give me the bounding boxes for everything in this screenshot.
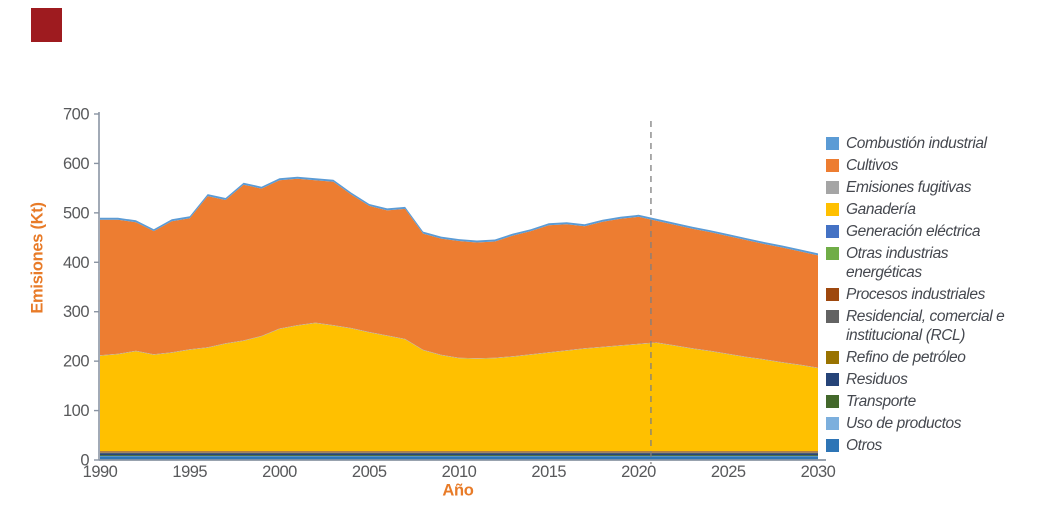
y-tick-label: 200: [63, 353, 89, 371]
legend-swatch: [826, 247, 839, 260]
legend-swatch: [826, 351, 839, 364]
x-tick-label: 2010: [442, 463, 477, 481]
legend-item: Emisiones fugitivas: [826, 178, 1034, 197]
legend-item: Combustión industrial: [826, 134, 1034, 153]
x-tick-label: 2000: [262, 463, 297, 481]
legend-label: Emisiones fugitivas: [846, 179, 972, 196]
legend-label: Cultivos: [846, 157, 898, 174]
x-tick-label: 2015: [531, 463, 566, 481]
legend-item: Generación eléctrica: [826, 222, 1034, 241]
legend-swatch: [826, 288, 839, 301]
area-series-emisiones-fugitivas: [100, 322, 818, 369]
y-tick-label: 100: [63, 402, 89, 420]
x-tick-label: 2020: [621, 463, 656, 481]
legend-item: Residuos: [826, 370, 1034, 389]
legend-label: Transporte: [846, 393, 916, 410]
chart-legend: Combustión industrial Cultivos Emisiones f…: [826, 134, 1034, 458]
legend-label: Generación eléctrica: [846, 223, 981, 240]
y-tick-label: 0: [80, 452, 89, 470]
area-series-transporte: [100, 455, 818, 456]
y-axis-title: Emisiones (Kt): [28, 202, 47, 314]
legend-swatch: [826, 203, 839, 216]
legend-label: Otros: [846, 437, 882, 454]
y-tick-label: 500: [63, 204, 89, 222]
red-corner-mark: [31, 8, 62, 42]
legend-item: Procesos industriales: [826, 285, 1034, 304]
legend-item: Cultivos: [826, 156, 1034, 175]
legend-swatch: [826, 373, 839, 386]
legend-label: Ganadería: [846, 201, 916, 218]
legend-label: Residencial, comercial e institucional (…: [846, 308, 1005, 344]
legend-item: Otros: [826, 436, 1034, 455]
y-tick-label: 400: [63, 254, 89, 272]
legend-label: Refino de petróleo: [846, 349, 966, 366]
area-series-procesos-industriales: [100, 451, 818, 453]
legend-label: Procesos industriales: [846, 286, 985, 303]
legend-label: Uso de productos: [846, 415, 962, 432]
legend-swatch: [826, 417, 839, 430]
x-tick-label: 2005: [352, 463, 387, 481]
legend-item: Otras industrias energéticas: [826, 244, 1034, 282]
legend-item: Transporte: [826, 392, 1034, 411]
y-tick-label: 300: [63, 303, 89, 321]
legend-item: Residencial, comercial e institucional (…: [826, 307, 1034, 345]
x-axis-title: Año: [442, 481, 474, 500]
legend-swatch: [826, 137, 839, 150]
legend-label: Residuos: [846, 371, 908, 388]
legend-swatch: [826, 395, 839, 408]
legend-item: Uso de productos: [826, 414, 1034, 433]
legend-swatch: [826, 225, 839, 238]
area-series-ganaderia: [100, 323, 818, 452]
legend-item: Ganadería: [826, 200, 1034, 219]
x-tick-label: 1995: [172, 463, 207, 481]
legend-item: Refino de petróleo: [826, 348, 1034, 367]
legend-swatch: [826, 310, 839, 323]
legend-swatch: [826, 181, 839, 194]
y-tick-label: 700: [63, 106, 89, 124]
legend-label: Otras industrias energéticas: [846, 245, 949, 281]
x-tick-label: 2030: [801, 463, 836, 481]
legend-swatch: [826, 159, 839, 172]
area-series-rcl: [100, 452, 818, 453]
x-tick-label: 2025: [711, 463, 746, 481]
area-series-cultivos: [100, 178, 818, 368]
y-tick-label: 600: [63, 155, 89, 173]
area-series-residuos: [100, 453, 818, 456]
legend-swatch: [826, 439, 839, 452]
x-tick-label: 1990: [83, 463, 118, 481]
area-series-uso-de-productos: [100, 456, 818, 457]
legend-label: Combustión industrial: [846, 135, 987, 152]
area-series-combustion-industrial: [100, 176, 818, 256]
